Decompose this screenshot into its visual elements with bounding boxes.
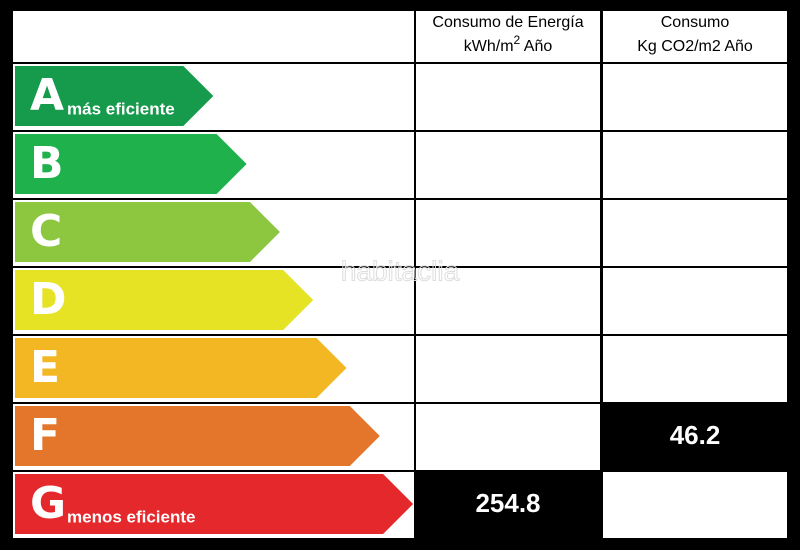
grade-letter: C [30,206,62,257]
energy-cell [416,200,600,266]
co2-cell [603,132,787,198]
header-cell [416,11,600,62]
grade-arrow [15,406,380,466]
energy-cell [416,64,600,130]
grade-note: menos eficiente [67,507,196,526]
co2-unit: Kg CO2/m2 Año [637,38,753,55]
exponent: 2 [514,33,521,47]
co2-cell [603,336,787,402]
grade-arrow [15,202,280,262]
energy-cell [416,404,600,470]
grade-arrow [15,474,414,534]
header-cell [603,11,787,62]
energy-cell [416,472,600,538]
grade-arrow [15,134,247,194]
grade-letter: B [30,138,64,189]
co2-cell [603,404,787,470]
co2-header: Consumo [661,14,730,31]
co2-cell [603,64,787,130]
energy-value: 254.8 [475,488,540,518]
grade-letter: G [30,478,66,529]
energy-unit: kWh/m2 Año [464,33,553,55]
grade-arrow [15,66,214,126]
grade-arrow [15,338,347,398]
energy-cell [416,268,600,334]
grade-note: más eficiente [67,99,175,118]
energy-cell [416,336,600,402]
unit-suffix: Año [520,38,552,55]
co2-value: 46.2 [670,420,721,450]
grade-letter: E [30,342,60,393]
energy-header: Consumo de Energía [432,14,583,31]
grade-letter: F [30,410,60,461]
grade-letter: D [30,274,67,325]
header-cell [13,11,414,62]
unit: kWh/m [464,38,514,55]
co2-cell [603,472,787,538]
co2-cell [603,268,787,334]
grade-letter: A [30,70,64,121]
energy-cell [416,132,600,198]
co2-cell [603,200,787,266]
grade-arrow [15,270,314,330]
watermark: habitaclia [341,255,460,286]
